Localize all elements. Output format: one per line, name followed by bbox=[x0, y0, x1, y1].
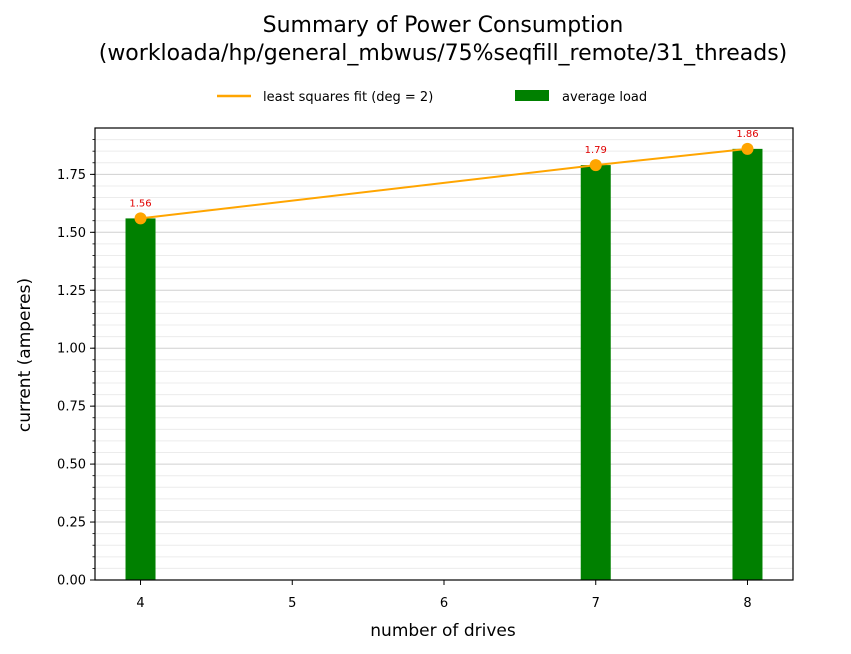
chart-title-line1: Summary of Power Consumption bbox=[263, 13, 624, 38]
y-tick-label: 1.25 bbox=[57, 284, 86, 299]
data-label: 1.86 bbox=[736, 129, 758, 140]
legend-label-bars: average load bbox=[562, 90, 647, 105]
axes: 0.00 0.25 0.50 0.75 1.00 1.25 1.50 1.75 4 5 6 7 8 bbox=[57, 127, 794, 611]
data-label: 1.56 bbox=[129, 198, 151, 209]
legend: least squares fit (deg = 2) average load bbox=[217, 90, 647, 105]
plot-frame bbox=[94, 127, 794, 581]
fit-line bbox=[140, 147, 748, 220]
fit-marker bbox=[134, 212, 147, 225]
x-tick-label: 5 bbox=[288, 596, 296, 611]
data-labels: 1.56 1.79 1.86 bbox=[129, 129, 758, 210]
legend-bar-swatch bbox=[515, 90, 549, 101]
x-tick-label: 7 bbox=[592, 596, 600, 611]
fit-marker bbox=[741, 142, 754, 155]
y-axis-label: current (amperes) bbox=[15, 278, 35, 432]
y-tick-label: 0.00 bbox=[57, 574, 86, 589]
bar bbox=[125, 218, 156, 580]
y-tick-label: 0.25 bbox=[57, 516, 86, 531]
bar bbox=[732, 148, 763, 580]
bar-series bbox=[125, 148, 763, 581]
x-tick-label: 4 bbox=[136, 596, 144, 611]
data-label: 1.79 bbox=[585, 145, 607, 156]
y-tick-label: 0.50 bbox=[57, 458, 86, 473]
legend-label-fit: least squares fit (deg = 2) bbox=[263, 90, 433, 105]
x-tick-label: 6 bbox=[440, 596, 448, 611]
fit-marker bbox=[589, 159, 602, 172]
y-tick-label: 1.50 bbox=[57, 226, 86, 241]
y-tick-label: 0.75 bbox=[57, 400, 86, 415]
x-tick-label: 8 bbox=[743, 596, 751, 611]
y-tick-label: 1.75 bbox=[57, 168, 86, 183]
bar bbox=[580, 165, 611, 581]
chart-title-line2: (workloada/hp/general_mbwus/75%seqfill_r… bbox=[99, 41, 788, 66]
y-tick-label: 1.00 bbox=[57, 342, 86, 357]
grid-lines bbox=[95, 139, 793, 569]
x-axis-label: number of drives bbox=[370, 621, 516, 641]
fit-line-series bbox=[134, 142, 754, 225]
